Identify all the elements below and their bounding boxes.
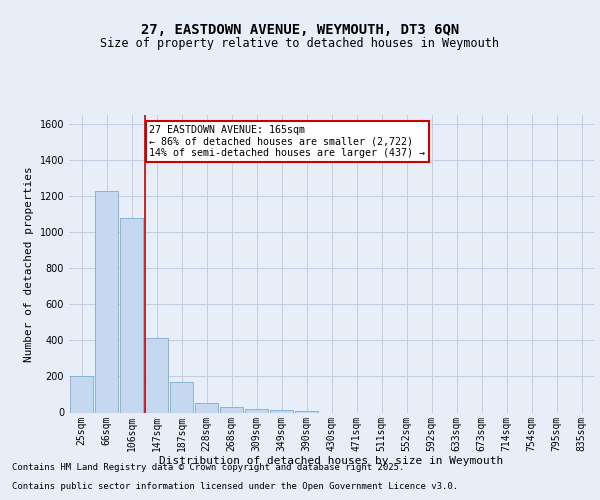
Text: Contains public sector information licensed under the Open Government Licence v3: Contains public sector information licen…: [12, 482, 458, 491]
Bar: [245, 408, 268, 412]
Bar: [270, 410, 293, 412]
Bar: [145, 338, 168, 412]
Text: 27, EASTDOWN AVENUE, WEYMOUTH, DT3 6QN: 27, EASTDOWN AVENUE, WEYMOUTH, DT3 6QN: [141, 22, 459, 36]
X-axis label: Distribution of detached houses by size in Weymouth: Distribution of detached houses by size …: [160, 456, 503, 466]
Bar: [295, 410, 318, 412]
Bar: [120, 218, 143, 412]
Bar: [95, 190, 118, 412]
Text: 27 EASTDOWN AVENUE: 165sqm
← 86% of detached houses are smaller (2,722)
14% of s: 27 EASTDOWN AVENUE: 165sqm ← 86% of deta…: [149, 125, 425, 158]
Y-axis label: Number of detached properties: Number of detached properties: [24, 166, 34, 362]
Bar: [70, 376, 93, 412]
Text: Contains HM Land Registry data © Crown copyright and database right 2025.: Contains HM Land Registry data © Crown c…: [12, 464, 404, 472]
Bar: [220, 407, 243, 412]
Bar: [195, 404, 218, 412]
Bar: [170, 382, 193, 412]
Text: Size of property relative to detached houses in Weymouth: Size of property relative to detached ho…: [101, 38, 499, 51]
